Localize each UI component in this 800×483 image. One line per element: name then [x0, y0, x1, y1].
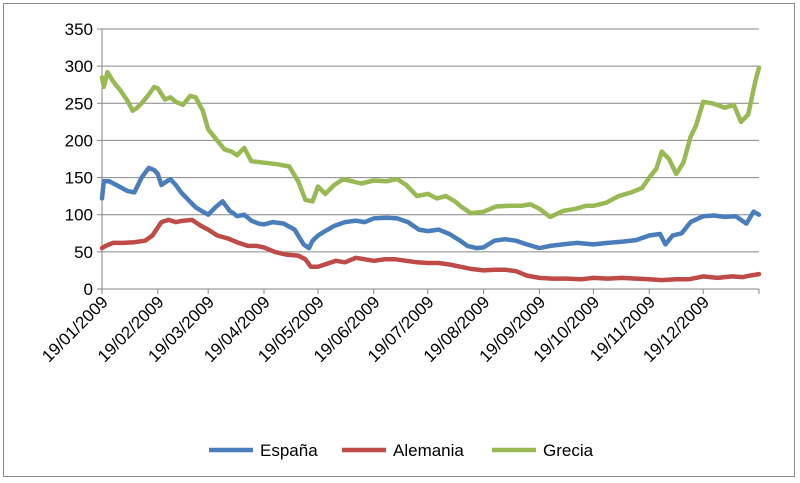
- series-line-2: [99, 65, 762, 220]
- x-tick-labels: 19/01/200919/02/200919/03/200919/04/2009…: [38, 292, 713, 366]
- chart-frame: 0 50 100 150 200 250 300 350 19/01/2009 19/02/20…: [3, 3, 795, 477]
- line-chart: 0 50 100 150 200 250 300 350 19/01/200919/02/20…: [38, 20, 762, 460]
- y-tick-label: 0: [84, 280, 93, 299]
- series-lines: [99, 65, 762, 283]
- y-tick-label: 50: [74, 243, 93, 262]
- y-tick-label: 350: [65, 20, 93, 39]
- y-tick-label: 200: [65, 131, 93, 150]
- y-tick-label: 100: [65, 206, 93, 225]
- series-line-0: [99, 165, 762, 251]
- y-tick-labels: 0 50 100 150 200 250 300 350: [65, 20, 93, 299]
- gridlines: [102, 28, 759, 253]
- legend: España Alemania Grecia: [209, 441, 594, 460]
- legend-label-2: Grecia: [543, 441, 594, 460]
- legend-label-1: Alemania: [393, 441, 464, 460]
- y-tick-label: 150: [65, 169, 93, 188]
- y-tick-label: 250: [65, 94, 93, 113]
- series-line-1: [99, 217, 762, 283]
- axes: [97, 28, 760, 294]
- legend-label-0: España: [260, 441, 318, 460]
- y-tick-label: 300: [65, 57, 93, 76]
